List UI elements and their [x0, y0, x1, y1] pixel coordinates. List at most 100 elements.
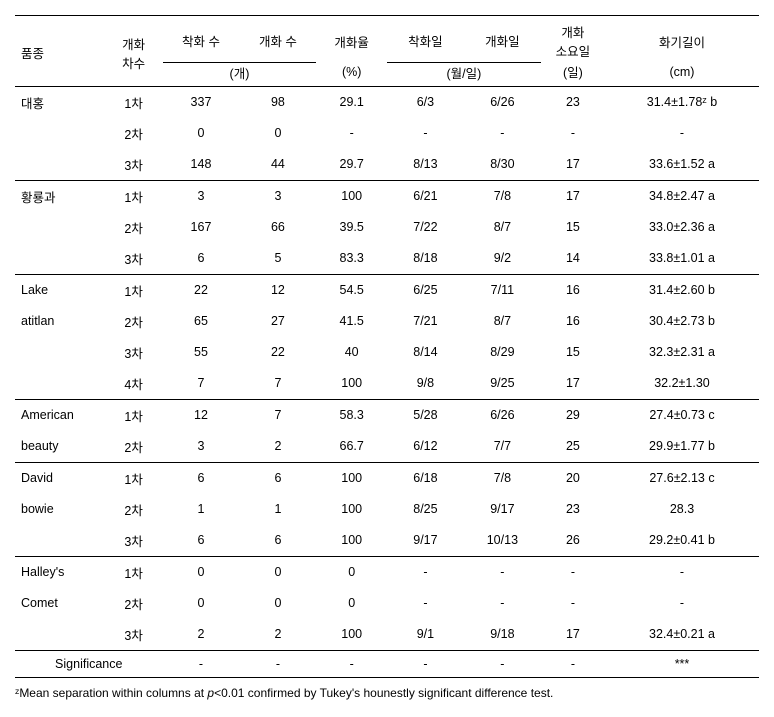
significance-row: Significance------***: [15, 650, 759, 677]
cell-bdate: 8/29: [464, 337, 541, 368]
cell-sdate: 6/21: [387, 180, 464, 212]
cell-sdate: 8/13: [387, 149, 464, 181]
cell-days: 17: [541, 368, 605, 400]
significance-label: Significance: [15, 650, 163, 677]
cell-bloom: 7: [239, 399, 316, 431]
cell-rate: 39.5: [316, 212, 387, 243]
cell-variety: American: [15, 399, 105, 431]
cell-rate: 0: [316, 588, 387, 619]
cell-set: 3: [163, 180, 240, 212]
cell-variety: Halley's: [15, 556, 105, 588]
cell-bloom: 27: [239, 306, 316, 337]
cell-sdate: 9/8: [387, 368, 464, 400]
cell-set: 167: [163, 212, 240, 243]
cell-days: -: [541, 556, 605, 588]
table-row: 황룡과1차331006/217/81734.8±2.47 a: [15, 180, 759, 212]
cell-order: 2차: [105, 494, 163, 525]
cell-sdate: 6/3: [387, 86, 464, 118]
cell-len: 33.8±1.01 a: [605, 243, 759, 275]
cell-len: 33.6±1.52 a: [605, 149, 759, 181]
cell-bloom: 0: [239, 118, 316, 149]
table-header: 품종 개화 차수 착화 수 개화 수 개화율 착화일 개화일 개화 소요일 화기…: [15, 16, 759, 87]
cell-variety: [15, 243, 105, 275]
cell-days: 15: [541, 212, 605, 243]
cell-len: -: [605, 588, 759, 619]
cell-days: -: [541, 588, 605, 619]
cell-days: 15: [541, 337, 605, 368]
cell-rate: 100: [316, 462, 387, 494]
cell-sdate: 6/18: [387, 462, 464, 494]
cell-rate: 58.3: [316, 399, 387, 431]
cell-sdate: 8/18: [387, 243, 464, 275]
table-row: 2차1676639.57/228/71533.0±2.36 a: [15, 212, 759, 243]
table-body: 대홍1차3379829.16/36/262331.4±1.78ᶻ b2차00--…: [15, 86, 759, 677]
footnote-text1: Mean separation within columns at: [19, 686, 207, 700]
cell-sdate: 8/14: [387, 337, 464, 368]
cell-days: 25: [541, 431, 605, 463]
header-days: 개화 소요일: [541, 16, 605, 63]
data-table: 품종 개화 차수 착화 수 개화 수 개화율 착화일 개화일 개화 소요일 화기…: [15, 15, 759, 678]
table-row: bowie2차111008/259/172328.3: [15, 494, 759, 525]
cell-len: 33.0±2.36 a: [605, 212, 759, 243]
cell-len: 27.4±0.73 c: [605, 399, 759, 431]
cell-rate: 0: [316, 556, 387, 588]
unit-date: (월/일): [387, 62, 541, 86]
cell-variety: David: [15, 462, 105, 494]
cell-days: 17: [541, 619, 605, 651]
cell-days: 29: [541, 399, 605, 431]
cell-len: -: [605, 556, 759, 588]
cell-variety: 황룡과: [15, 180, 105, 212]
cell-set: 7: [163, 368, 240, 400]
cell-sdate: 7/22: [387, 212, 464, 243]
table-row: atitlan2차652741.57/218/71630.4±2.73 b: [15, 306, 759, 337]
cell-order: 2차: [105, 588, 163, 619]
cell-sdate: 9/1: [387, 619, 464, 651]
cell-bloom: 6: [239, 462, 316, 494]
cell-rate: 29.7: [316, 149, 387, 181]
significance-days: -: [541, 650, 605, 677]
cell-rate: 100: [316, 180, 387, 212]
cell-set: 6: [163, 462, 240, 494]
cell-sdate: 5/28: [387, 399, 464, 431]
unit-percent: (%): [316, 62, 387, 86]
cell-len: 30.4±2.73 b: [605, 306, 759, 337]
cell-bloom: 12: [239, 274, 316, 306]
cell-order: 2차: [105, 212, 163, 243]
cell-sdate: 9/17: [387, 525, 464, 557]
table-row: 3차661009/1710/132629.2±0.41 b: [15, 525, 759, 557]
cell-set: 6: [163, 525, 240, 557]
cell-rate: 100: [316, 494, 387, 525]
table-row: beauty2차3266.76/127/72529.9±1.77 b: [15, 431, 759, 463]
cell-bloom: 22: [239, 337, 316, 368]
cell-bdate: 7/7: [464, 431, 541, 463]
cell-order: 1차: [105, 462, 163, 494]
significance-bdate: -: [464, 650, 541, 677]
cell-rate: 54.5: [316, 274, 387, 306]
cell-len: 31.4±1.78ᶻ b: [605, 86, 759, 118]
cell-rate: -: [316, 118, 387, 149]
cell-bdate: -: [464, 118, 541, 149]
cell-days: 17: [541, 180, 605, 212]
cell-bdate: 7/8: [464, 180, 541, 212]
header-setdate: 착화일: [387, 16, 464, 63]
cell-days: 23: [541, 86, 605, 118]
cell-variety: atitlan: [15, 306, 105, 337]
cell-set: 6: [163, 243, 240, 275]
significance-bloom: -: [239, 650, 316, 677]
cell-bloom: 3: [239, 180, 316, 212]
cell-len: 29.2±0.41 b: [605, 525, 759, 557]
table-row: 대홍1차3379829.16/36/262331.4±1.78ᶻ b: [15, 86, 759, 118]
cell-len: 27.6±2.13 c: [605, 462, 759, 494]
cell-len: -: [605, 118, 759, 149]
cell-sdate: -: [387, 556, 464, 588]
table-row: 2차00-----: [15, 118, 759, 149]
cell-order: 3차: [105, 619, 163, 651]
cell-days: 26: [541, 525, 605, 557]
footnote: ᶻMean separation within columns at p<0.0…: [15, 684, 759, 702]
cell-sdate: -: [387, 118, 464, 149]
cell-set: 22: [163, 274, 240, 306]
cell-bdate: 6/26: [464, 86, 541, 118]
unit-length: (cm): [605, 62, 759, 86]
cell-bloom: 0: [239, 588, 316, 619]
header-order: 개화 차수: [105, 16, 163, 87]
